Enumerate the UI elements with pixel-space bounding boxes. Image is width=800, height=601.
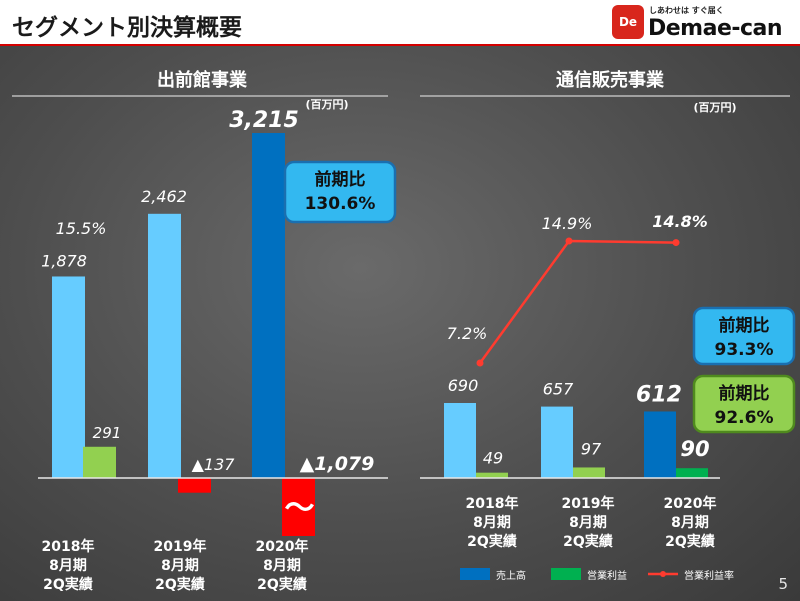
right-margin-point-2 — [672, 239, 680, 247]
right-sales-label-0: 690 — [448, 376, 479, 395]
right-margin-label-1: 14.9% — [542, 214, 593, 233]
page-number: 5 — [778, 575, 788, 593]
right-callout-profit-box — [692, 374, 796, 434]
demae-can-logo: De しあわせは すぐ届く Demae-can — [612, 5, 797, 41]
right-margin-point-0 — [476, 359, 484, 367]
left-margin-label-0: 15.5% — [56, 219, 107, 238]
left-category-0-line-2: 2Q実績 — [43, 576, 93, 593]
left-profit-label-2: ▲1,079 — [300, 453, 375, 475]
right-callout-sales-box — [692, 306, 796, 366]
right-category-0-line-2: 2Q実績 — [467, 533, 517, 550]
right-category-2-line-0: 2020年 — [664, 495, 717, 512]
right-category-2-line-2: 2Q実績 — [665, 533, 715, 550]
left-profit-label-1: ▲137 — [192, 455, 236, 474]
page-title: セグメント別決算概要 — [12, 15, 242, 41]
right-margin-point-1 — [565, 237, 573, 245]
right-callout-sales-text-0: 前期比 — [719, 315, 770, 336]
right-category-1-line-0: 2019年 — [562, 495, 615, 512]
left-category-0-line-0: 2018年 — [42, 538, 95, 555]
slide-body: 出前館事業 (百万円) 〜 1,878 2,462 3,215 291 ▲137 ▲1,079 1… — [0, 46, 800, 601]
right-callout-profit-text-0: 前期比 — [719, 383, 770, 404]
left-profit-bar-1 — [178, 478, 211, 493]
left-profit-label-0: 291 — [93, 424, 122, 442]
left-category-1-line-2: 2Q実績 — [155, 576, 205, 593]
left-category-1-line-0: 2019年 — [154, 538, 207, 555]
left-callout-text-1: 130.6% — [305, 194, 376, 214]
right-profit-label-1: 97 — [581, 439, 602, 458]
left-category-2-line-0: 2020年 — [256, 538, 309, 555]
left-callout-text-0: 前期比 — [315, 169, 366, 190]
logo-mark-icon: De — [612, 5, 644, 39]
right-category-0-line-0: 2018年 — [466, 495, 519, 512]
right-sales-bar-1 — [541, 406, 573, 478]
right-category-2-line-1: 8月期 — [671, 515, 709, 531]
legend-swatch-0 — [460, 568, 490, 580]
legend-label-2: 営業利益率 — [684, 569, 734, 582]
left-chart-title: 出前館事業 — [157, 69, 248, 91]
left-sales-label-1: 2,462 — [141, 187, 187, 206]
right-category-1-line-2: 2Q実績 — [563, 533, 613, 550]
right-unit-label: (百万円) — [693, 101, 736, 114]
right-profit-bar-1 — [573, 467, 605, 478]
right-chart-title: 通信販売事業 — [556, 69, 665, 91]
left-sales-bar-2 — [252, 133, 285, 478]
right-category-1-line-1: 8月期 — [569, 515, 607, 531]
legend-label-0: 売上高 — [496, 569, 526, 582]
left-category-0-line-1: 8月期 — [49, 558, 87, 574]
right-category-0-line-1: 8月期 — [473, 515, 511, 531]
left-profit-bar-2 — [282, 478, 315, 536]
right-margin-label-2: 14.8% — [652, 212, 708, 231]
legend-swatch-1 — [551, 568, 581, 580]
right-profit-bar-2 — [676, 468, 708, 478]
left-category-2-line-1: 8月期 — [263, 558, 301, 574]
right-profit-label-2: 90 — [680, 437, 709, 461]
left-sales-bar-1 — [148, 213, 181, 478]
right-margin-line — [478, 239, 677, 364]
left-callout-box — [283, 160, 397, 224]
left-unit-label: (百万円) — [305, 98, 348, 111]
header-rule — [0, 44, 800, 46]
right-profit-bar-0 — [476, 472, 508, 478]
right-sales-label-2: 612 — [636, 382, 682, 407]
right-callout-sales-text-1: 93.3% — [715, 340, 774, 360]
left-category-1-line-1: 8月期 — [161, 558, 199, 574]
left-axis-break: 〜 — [285, 491, 315, 526]
right-margin-label-0: 7.2% — [447, 324, 488, 343]
left-sales-label-2: 3,215 — [229, 108, 299, 133]
right-sales-label-1: 657 — [543, 380, 574, 399]
segment-charts: 出前館事業 (百万円) 〜 1,878 2,462 3,215 291 ▲137 ▲1,079 1… — [12, 69, 796, 593]
right-sales-bar-0 — [444, 403, 476, 478]
logo-tagline: しあわせは すぐ届く — [649, 6, 724, 15]
right-profit-label-0: 49 — [483, 449, 503, 468]
legend-marker-2 — [660, 571, 666, 577]
right-callout-profit-text-1: 92.6% — [715, 408, 774, 428]
legend-label-1: 営業利益 — [587, 569, 627, 582]
right-sales-bar-2 — [644, 411, 676, 478]
left-sales-label-0: 1,878 — [41, 251, 87, 270]
left-profit-bar-0 — [83, 446, 116, 478]
left-category-2-line-2: 2Q実績 — [257, 576, 307, 593]
slide-header: セグメント別決算概要 De しあわせは すぐ届く Demae-can — [0, 0, 800, 46]
left-sales-bar-0 — [52, 276, 85, 478]
logo-name: Demae-can — [648, 16, 783, 41]
